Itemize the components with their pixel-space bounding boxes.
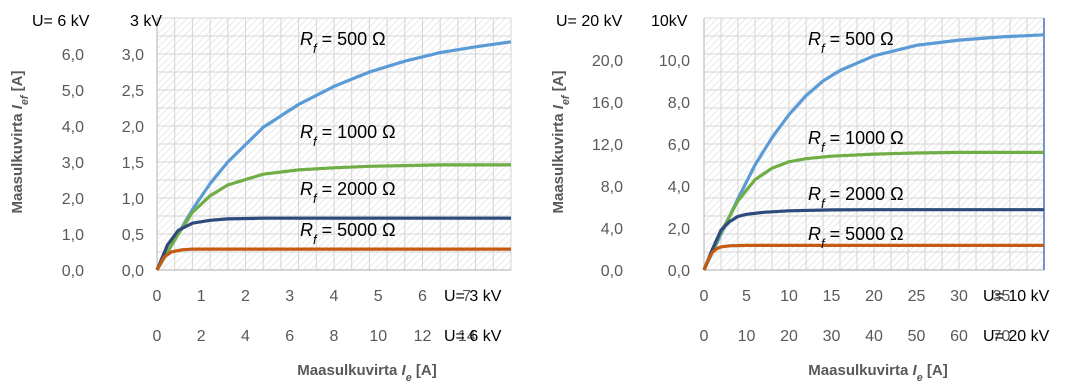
x-tick-label: 5	[374, 288, 383, 305]
x-secondary-tick-label: 2	[197, 328, 206, 345]
x-unit-label-secondary: U= 6 kV	[444, 328, 502, 345]
x-secondary-tick-label: 12	[414, 328, 432, 345]
x-secondary-tick-label: 70	[993, 328, 1011, 345]
x-tick-label: 7	[462, 288, 471, 305]
y-unit-label-secondary: U= 20 kV	[556, 13, 623, 30]
x-secondary-tick-label: 10	[738, 328, 756, 345]
x-secondary-tick-label: 10	[369, 328, 387, 345]
x-secondary-tick-label: 20	[780, 328, 798, 345]
y-secondary-tick-label: 6,0	[62, 47, 84, 64]
y-secondary-tick-label: 2,0	[62, 191, 84, 208]
series-label-3: Rf = 5000 Ω	[300, 220, 396, 247]
x-tick-label: 3	[285, 288, 294, 305]
x-tick-label: 30	[950, 288, 968, 305]
x-secondary-tick-label: 4	[241, 328, 250, 345]
chart-left: 0 1 2 3 4 5 6 70 2 4 6 8 10 12 14U= 3 kVU= 6 kV0,00,51…	[9, 13, 512, 383]
y-secondary-tick-label: 4,0	[62, 119, 84, 136]
x-tick-label: 4	[330, 288, 339, 305]
series-label-1: Rf = 1000 Ω	[808, 128, 904, 155]
series-label-3: Rf = 5000 Ω	[808, 224, 904, 251]
x-axis-title: Maasulkuvirta Ie [A]	[808, 362, 947, 383]
y-tick-label: 8,0	[668, 95, 690, 112]
y-tick-label: 2,0	[668, 221, 690, 238]
x-tick-label: 5	[742, 288, 751, 305]
series-label-0: Rf = 500 Ω	[300, 29, 386, 56]
y-secondary-tick-label: 0,0	[601, 263, 623, 280]
y-tick-label: 0,0	[668, 263, 690, 280]
x-secondary-tick-label: 60	[950, 328, 968, 345]
y-tick-label: 6,0	[668, 137, 690, 154]
y-secondary-tick-label: 0,0	[62, 263, 84, 280]
x-secondary-tick-label: 30	[823, 328, 841, 345]
x-unit-label-secondary: U= 20 kV	[983, 328, 1050, 345]
x-tick-label: 0	[153, 288, 162, 305]
y-tick-label: 2,5	[122, 83, 144, 100]
x-tick-label: 35	[993, 288, 1011, 305]
x-secondary-tick-label: 8	[330, 328, 339, 345]
x-tick-label: 25	[908, 288, 926, 305]
y-secondary-tick-label: 16,0	[592, 95, 623, 112]
x-tick-label: 10	[780, 288, 798, 305]
x-secondary-tick-label: 0	[700, 328, 709, 345]
chart-right: 0 5 10 15 20 25 30 35 0 10 20 30 40 50 60 70 U= 10 kV U= …	[550, 13, 1050, 383]
y-tick-label: 4,0	[668, 179, 690, 196]
y-secondary-tick-label: 3,0	[62, 155, 84, 172]
y-secondary-tick-label: 5,0	[62, 83, 84, 100]
x-secondary-tick-label: 6	[285, 328, 294, 345]
y-tick-label: 3,0	[122, 47, 144, 64]
x-tick-label: 2	[241, 288, 250, 305]
y-secondary-tick-label: 20,0	[592, 53, 623, 70]
x-unit-label-primary: U= 3 kV	[444, 288, 502, 305]
series-line-2	[702, 208, 1044, 271]
y-unit-label-primary: 3 kV	[130, 13, 162, 30]
series-line-0	[155, 40, 512, 271]
y-unit-label-secondary: U= 6 kV	[32, 13, 90, 30]
y-tick-label: 0,5	[122, 227, 144, 244]
series-label-1: Rf = 1000 Ω	[300, 122, 396, 149]
x-tick-label: 20	[865, 288, 883, 305]
series-label-2: Rf = 2000 Ω	[300, 179, 396, 206]
y-tick-label: 1,0	[122, 191, 144, 208]
y-tick-label: 2,0	[122, 119, 144, 136]
y-tick-label: 10,0	[659, 53, 690, 70]
x-tick-label: 6	[418, 288, 427, 305]
x-unit-label-primary: U= 10 kV	[983, 288, 1050, 305]
y-axis-title: Maasulkuvirta Ief [A]	[9, 71, 31, 214]
x-axis-title: Maasulkuvirta Ie [A]	[297, 362, 436, 383]
y-tick-label: 0,0	[122, 263, 144, 280]
y-secondary-tick-label: 4,0	[601, 221, 623, 238]
series-line-2	[155, 216, 511, 271]
series-line-3	[155, 247, 511, 271]
y-secondary-tick-label: 12,0	[592, 137, 623, 154]
series-label-2: Rf = 2000 Ω	[808, 184, 904, 211]
x-tick-label: 0	[700, 288, 709, 305]
y-tick-label: 1,5	[122, 155, 144, 172]
series-line-1	[702, 150, 1044, 271]
series-line-0	[702, 33, 1045, 271]
x-secondary-tick-label: 0	[153, 328, 162, 345]
x-secondary-tick-label: 40	[865, 328, 883, 345]
x-secondary-tick-label: 50	[908, 328, 926, 345]
x-tick-label: 1	[197, 288, 206, 305]
series-line-1	[155, 163, 511, 271]
y-secondary-tick-label: 8,0	[601, 179, 623, 196]
y-secondary-tick-label: 1,0	[62, 227, 84, 244]
series-line-3	[702, 243, 1044, 271]
y-axis-title: Maasulkuvirta Ief [A]	[550, 71, 572, 214]
y-unit-label-primary: 10kV	[651, 13, 688, 30]
x-secondary-tick-label: 14	[458, 328, 476, 345]
series-label-0: Rf = 500 Ω	[808, 29, 894, 56]
x-tick-label: 15	[823, 288, 841, 305]
